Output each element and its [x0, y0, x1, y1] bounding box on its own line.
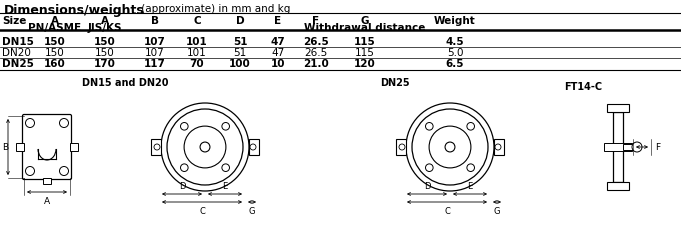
Text: D: D: [236, 16, 244, 26]
Circle shape: [180, 123, 188, 131]
Text: 160: 160: [44, 59, 66, 69]
Text: E: E: [223, 181, 227, 190]
Text: 107: 107: [145, 48, 165, 58]
Text: 107: 107: [144, 37, 166, 47]
Text: 100: 100: [229, 59, 251, 69]
Circle shape: [399, 144, 405, 150]
Circle shape: [429, 127, 471, 168]
Bar: [604, 143, 632, 151]
Text: DN25: DN25: [2, 59, 34, 69]
Circle shape: [495, 144, 501, 150]
Text: DN15: DN15: [2, 37, 34, 47]
Bar: [613, 112, 623, 182]
Text: 10: 10: [271, 59, 285, 69]
Text: PN/ASME: PN/ASME: [29, 23, 82, 33]
Text: 51: 51: [233, 37, 247, 47]
Bar: [607, 182, 629, 190]
Bar: [151, 139, 161, 155]
Text: B: B: [151, 16, 159, 26]
Text: G: G: [361, 16, 369, 26]
Circle shape: [222, 164, 229, 172]
Circle shape: [59, 119, 69, 128]
Circle shape: [467, 123, 475, 131]
Text: 150: 150: [94, 37, 116, 47]
Text: D: D: [178, 181, 185, 190]
Bar: [70, 143, 78, 151]
Text: 150: 150: [95, 48, 115, 58]
Text: 150: 150: [45, 48, 65, 58]
Text: (approximate) in mm and kg: (approximate) in mm and kg: [138, 4, 290, 14]
Circle shape: [184, 127, 226, 168]
Circle shape: [445, 143, 455, 152]
Bar: [623, 144, 635, 150]
Circle shape: [154, 144, 160, 150]
Text: 21.0: 21.0: [303, 59, 329, 69]
Bar: [607, 105, 629, 112]
Text: B: B: [2, 143, 8, 152]
Circle shape: [632, 142, 642, 152]
Circle shape: [180, 164, 188, 172]
Bar: [16, 143, 24, 151]
Text: C: C: [444, 206, 450, 215]
Text: 6.5: 6.5: [446, 59, 464, 69]
Text: F: F: [313, 16, 319, 26]
Text: Weight: Weight: [434, 16, 476, 26]
Bar: [43, 178, 51, 184]
Text: 117: 117: [144, 59, 166, 69]
Text: A: A: [101, 16, 109, 26]
Text: 101: 101: [186, 37, 208, 47]
Text: E: E: [274, 16, 281, 26]
Text: G: G: [249, 206, 255, 215]
Text: DN15 and DN20: DN15 and DN20: [82, 78, 168, 88]
Text: 51: 51: [234, 48, 247, 58]
Circle shape: [167, 109, 243, 185]
Text: 26.5: 26.5: [303, 37, 329, 47]
Text: 47: 47: [270, 37, 285, 47]
Text: 150: 150: [44, 37, 66, 47]
Text: 170: 170: [94, 59, 116, 69]
Text: JIS/KS: JIS/KS: [88, 23, 123, 33]
Circle shape: [406, 103, 494, 191]
Text: 26.5: 26.5: [304, 48, 328, 58]
Text: 4.5: 4.5: [445, 37, 464, 47]
Text: DN25: DN25: [380, 78, 410, 88]
Text: 47: 47: [271, 48, 285, 58]
Text: 120: 120: [354, 59, 376, 69]
Circle shape: [59, 167, 69, 176]
Text: 101: 101: [187, 48, 207, 58]
Circle shape: [426, 164, 433, 172]
Circle shape: [426, 123, 433, 131]
Bar: [396, 139, 406, 155]
Text: DN20: DN20: [2, 48, 31, 58]
Text: A: A: [44, 196, 50, 205]
Text: FT14-C: FT14-C: [564, 82, 602, 92]
Circle shape: [412, 109, 488, 185]
Circle shape: [25, 119, 35, 128]
Circle shape: [467, 164, 475, 172]
Text: 5.0: 5.0: [447, 48, 463, 58]
Text: F: F: [655, 143, 660, 152]
Text: C: C: [193, 16, 201, 26]
Circle shape: [222, 123, 229, 131]
Text: Size: Size: [2, 16, 27, 26]
Text: E: E: [467, 181, 473, 190]
Text: Dimensions/weights: Dimensions/weights: [4, 4, 145, 17]
Text: A: A: [51, 16, 59, 26]
Circle shape: [161, 103, 249, 191]
Text: 115: 115: [355, 48, 375, 58]
Circle shape: [25, 167, 35, 176]
Circle shape: [200, 143, 210, 152]
Circle shape: [250, 144, 256, 150]
Text: G: G: [494, 206, 501, 215]
Bar: [249, 139, 259, 155]
FancyBboxPatch shape: [22, 115, 72, 180]
Text: 115: 115: [354, 37, 376, 47]
Text: 70: 70: [190, 59, 204, 69]
Bar: [494, 139, 504, 155]
Text: Withdrawal distance: Withdrawal distance: [304, 23, 426, 33]
Text: D: D: [424, 181, 430, 190]
Text: C: C: [199, 206, 205, 215]
